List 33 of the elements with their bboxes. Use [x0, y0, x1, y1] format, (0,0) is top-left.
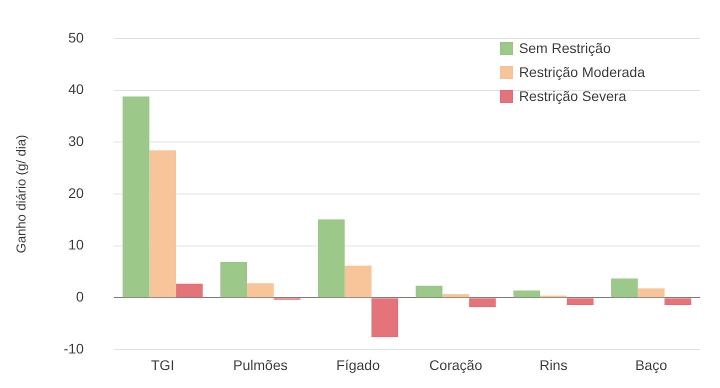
bar — [416, 286, 442, 298]
bar — [176, 284, 203, 298]
bar — [318, 219, 345, 298]
bar — [344, 266, 372, 298]
bar — [122, 96, 150, 298]
bar — [611, 278, 638, 298]
bar — [566, 298, 594, 305]
y-tick-label: 50 — [68, 29, 84, 46]
y-tick-label: -10 — [64, 340, 84, 356]
x-tick-label: Coração — [429, 356, 482, 373]
x-tick-label: TGI — [151, 356, 174, 373]
legend-label: Restrição Severa — [518, 88, 626, 104]
y-tick-label: 20 — [68, 184, 84, 201]
bar — [442, 294, 470, 298]
bar — [513, 290, 540, 298]
legend-label: Sem Restrição — [518, 40, 611, 56]
bar — [149, 150, 176, 298]
y-tick-label: 40 — [68, 81, 84, 98]
y-tick-label: 30 — [68, 132, 84, 149]
y-axis-title: Ganho diário (g/ dia) — [13, 134, 28, 254]
bar — [638, 288, 665, 298]
legend-label: Restrição Moderada — [518, 64, 645, 80]
y-tick-label: 0 — [76, 288, 84, 305]
bar — [371, 298, 398, 338]
bar — [220, 262, 248, 298]
bar — [469, 298, 496, 308]
bar — [247, 283, 274, 298]
x-tick-label: Rins — [539, 356, 568, 373]
x-tick-label: Baço — [635, 356, 668, 373]
bar — [664, 298, 692, 305]
y-tick-label: 10 — [68, 236, 84, 253]
x-tick-label: Pulmões — [233, 356, 288, 373]
x-tick-label: Fígado — [336, 356, 380, 373]
